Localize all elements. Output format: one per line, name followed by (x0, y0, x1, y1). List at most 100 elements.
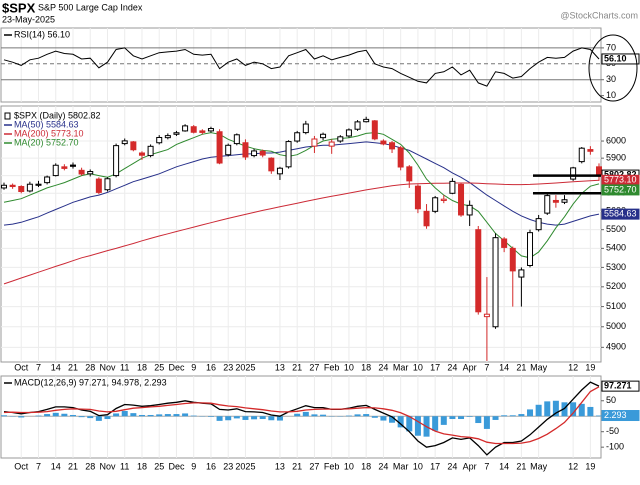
histogram-bar (483, 416, 490, 429)
candle-body (527, 232, 534, 266)
legend-swatch (4, 112, 11, 120)
candle-body (268, 157, 275, 172)
histogram-bar (345, 415, 352, 417)
candle-body (440, 198, 447, 201)
x-tick-label: 17 (430, 362, 440, 372)
candle-body (544, 195, 551, 214)
histogram-bar (552, 400, 559, 417)
macd-line (3, 386, 600, 445)
y-tick-label: 5500 (606, 224, 626, 234)
value-tag-label: 5752.70 (604, 184, 637, 194)
candle-body (466, 204, 473, 216)
value-tag (601, 184, 640, 196)
x-tick-label: Nov (99, 362, 116, 372)
histogram-bar (216, 416, 223, 421)
candle-body (276, 167, 283, 175)
x-tick-label: 25 (154, 461, 164, 471)
x-tick-label: Apr (463, 461, 477, 471)
moving-average (3, 141, 600, 226)
x-tick-label: 2025 (235, 461, 255, 471)
histogram-bar (363, 414, 370, 417)
candle-body (397, 147, 404, 168)
x-tick-label: May (530, 362, 548, 372)
histogram-bar (414, 416, 421, 436)
candle-body (302, 123, 309, 134)
candle-body (294, 132, 301, 142)
candle-body (130, 141, 137, 151)
histogram-bar (44, 414, 51, 417)
x-tick-label: 10 (344, 461, 354, 471)
x-tick-label: 16 (206, 461, 216, 471)
candle-body (561, 199, 568, 203)
x-tick-label: 7 (36, 461, 41, 471)
candle-body (363, 118, 370, 123)
histogram-bar (535, 404, 542, 417)
histogram-bar (78, 416, 85, 418)
histogram-bar (440, 416, 447, 425)
x-tick-label: 17 (430, 461, 440, 471)
candle-body (182, 125, 189, 132)
histogram-bar (561, 402, 568, 417)
x-tick-label: Feb (324, 461, 340, 471)
rsi-panel (0, 27, 602, 103)
candle-body (570, 167, 577, 180)
candle-body (18, 186, 25, 193)
histogram-bar (1, 415, 7, 417)
candle-body (44, 176, 51, 184)
candle-body (35, 183, 42, 186)
candle-body (475, 229, 482, 313)
y-tick-label: -50 (606, 426, 619, 436)
legend-label: $SPX (Daily) 5802.82 (14, 110, 101, 120)
candle-body (251, 150, 258, 157)
candle-body (26, 183, 33, 192)
highlight-circle (588, 34, 638, 102)
legend-label: MA(20) 5752.70 (14, 137, 79, 147)
y-tick-label: 5000 (606, 321, 626, 331)
candle-body (501, 238, 508, 248)
histogram-bar (371, 416, 378, 418)
candle-body (535, 218, 542, 231)
x-tick-label: Apr (463, 362, 477, 372)
x-tick-label: 12 (568, 461, 578, 471)
histogram-bar (207, 416, 214, 417)
histogram-bar (320, 414, 327, 417)
x-tick-label: 14 (499, 362, 509, 372)
x-tick-label: 24 (378, 461, 388, 471)
candle-body (311, 138, 318, 147)
x-tick-label: 13 (275, 362, 285, 372)
x-tick-label: 21 (516, 362, 526, 372)
candle-body (432, 197, 439, 212)
histogram-bar (406, 416, 413, 432)
candle-body (371, 120, 378, 140)
histogram-bar (164, 414, 171, 417)
y-tick-label: 50 (606, 395, 616, 405)
x-tick-label: Mar (393, 461, 409, 471)
value-tag-label: 5802.82 (604, 169, 637, 179)
x-tick-label: 24 (378, 362, 388, 372)
candle-body (449, 180, 456, 194)
legend-label: RSI(14) 56.10 (14, 29, 70, 39)
candle-body (199, 130, 206, 133)
x-tick-label: 18 (361, 461, 371, 471)
histogram-bar (380, 416, 387, 421)
histogram-bar (95, 416, 102, 421)
value-tag-label: 5584.63 (604, 208, 637, 218)
candle-body (156, 136, 163, 144)
y-tick-label: 10 (606, 90, 616, 100)
candle-body (52, 164, 59, 177)
histogram-bar (242, 416, 249, 420)
candle-body (492, 237, 499, 328)
y-tick-label: 70 (606, 42, 616, 52)
x-tick-label: Nov (99, 461, 116, 471)
x-tick-label: 9 (191, 461, 196, 471)
value-tag (601, 380, 640, 392)
x-tick-label: 27 (309, 362, 319, 372)
x-tick-label: 27 (309, 461, 319, 471)
histogram-bar (501, 415, 508, 417)
candle-body (578, 147, 585, 163)
candle-body (380, 140, 387, 145)
x-tick-label: 16 (206, 362, 216, 372)
legend-label: MA(200) 5773.10 (14, 128, 84, 138)
